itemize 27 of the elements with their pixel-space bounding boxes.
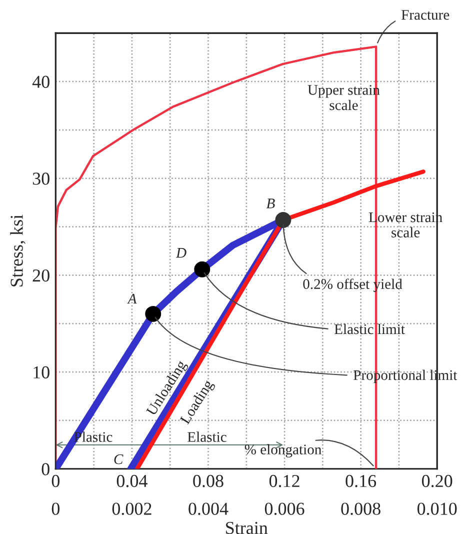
x2-tick-label: 0.004 bbox=[188, 502, 228, 515]
x-tick-label: 0.12 bbox=[269, 474, 300, 488]
y-axis-title: Stress, ksi bbox=[10, 214, 26, 286]
annotation: A bbox=[127, 294, 137, 304]
y-tick-label: 20 bbox=[32, 269, 50, 282]
annotation: C bbox=[114, 454, 124, 464]
annotation: B bbox=[266, 198, 275, 208]
x-tick-label: 0.16 bbox=[346, 474, 376, 488]
x2-tick-label: 0.002 bbox=[112, 502, 152, 515]
annotation: Fracture bbox=[401, 10, 450, 20]
x-tick-label: 0.08 bbox=[193, 474, 224, 488]
x2-tick-label: 0.008 bbox=[341, 502, 380, 515]
annotation: Elastic limit bbox=[334, 324, 405, 334]
x2-tick-label: 0.006 bbox=[264, 502, 304, 515]
x-tick-label: 0.20 bbox=[422, 474, 452, 488]
annotation: D bbox=[176, 248, 186, 258]
annotation: % elongation bbox=[244, 444, 322, 458]
x-axis-title: Strain bbox=[226, 522, 268, 534]
y-tick-label: 30 bbox=[32, 172, 50, 185]
annotation: Elastic bbox=[188, 432, 226, 442]
y-tick-label: 10 bbox=[34, 366, 50, 378]
x-tick-label: 0 bbox=[52, 474, 60, 488]
y-tick-label: 0 bbox=[42, 463, 50, 476]
x2-tick-label: 0.010 bbox=[417, 502, 457, 515]
x-tick-label: 0.04 bbox=[116, 474, 148, 488]
x2-tick-label: 0 bbox=[52, 502, 60, 515]
y-tick-label: 40 bbox=[32, 76, 50, 88]
